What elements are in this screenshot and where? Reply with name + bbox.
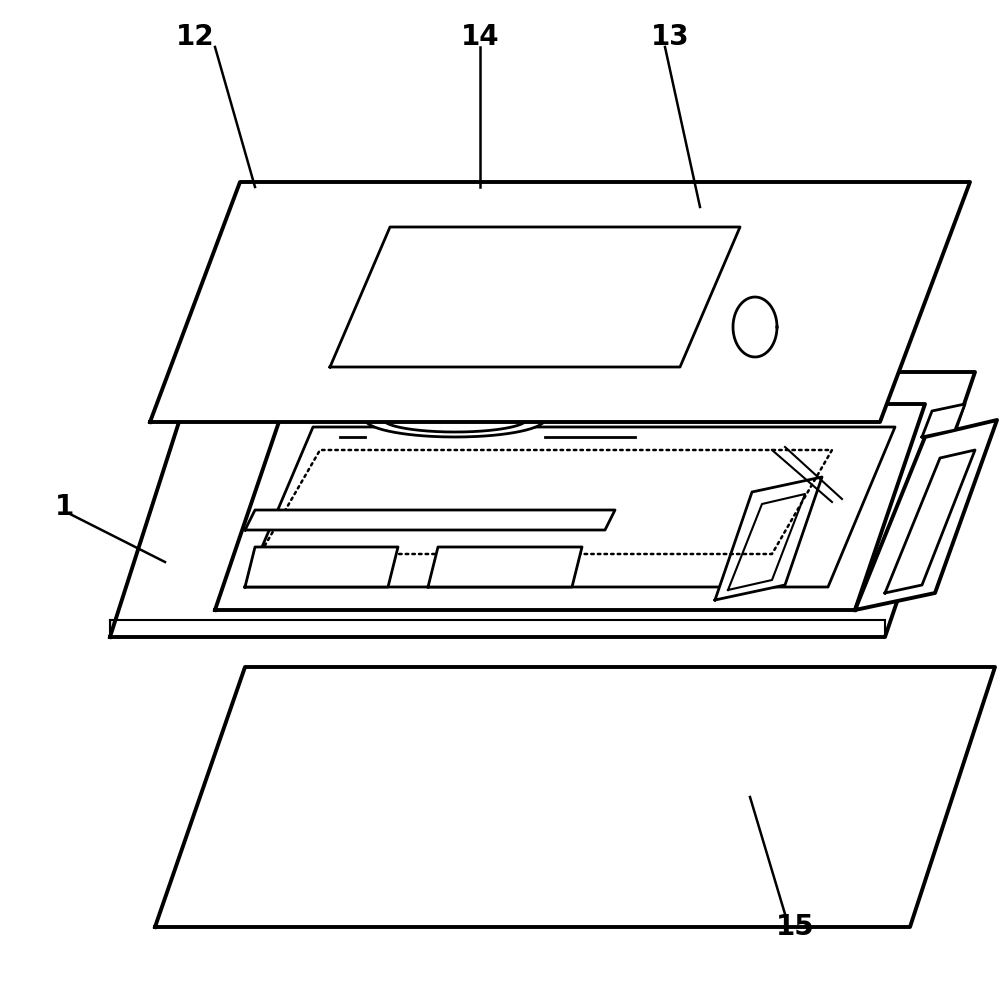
Text: 12: 12	[176, 23, 214, 51]
Polygon shape	[885, 450, 975, 593]
Polygon shape	[245, 547, 398, 587]
Polygon shape	[728, 494, 805, 590]
Polygon shape	[855, 420, 997, 610]
Text: 14: 14	[461, 23, 499, 51]
Polygon shape	[383, 406, 527, 432]
Polygon shape	[922, 404, 965, 437]
Polygon shape	[245, 427, 895, 587]
Polygon shape	[155, 667, 995, 927]
Text: 1: 1	[55, 493, 74, 521]
Polygon shape	[733, 297, 777, 357]
Polygon shape	[110, 372, 975, 637]
Text: 15: 15	[776, 913, 814, 941]
Polygon shape	[150, 182, 970, 422]
Polygon shape	[245, 510, 615, 530]
Text: 13: 13	[651, 23, 689, 51]
Polygon shape	[215, 404, 925, 610]
Polygon shape	[330, 227, 740, 367]
Polygon shape	[110, 620, 885, 637]
Polygon shape	[428, 547, 582, 587]
Polygon shape	[365, 401, 545, 437]
Polygon shape	[715, 477, 822, 600]
